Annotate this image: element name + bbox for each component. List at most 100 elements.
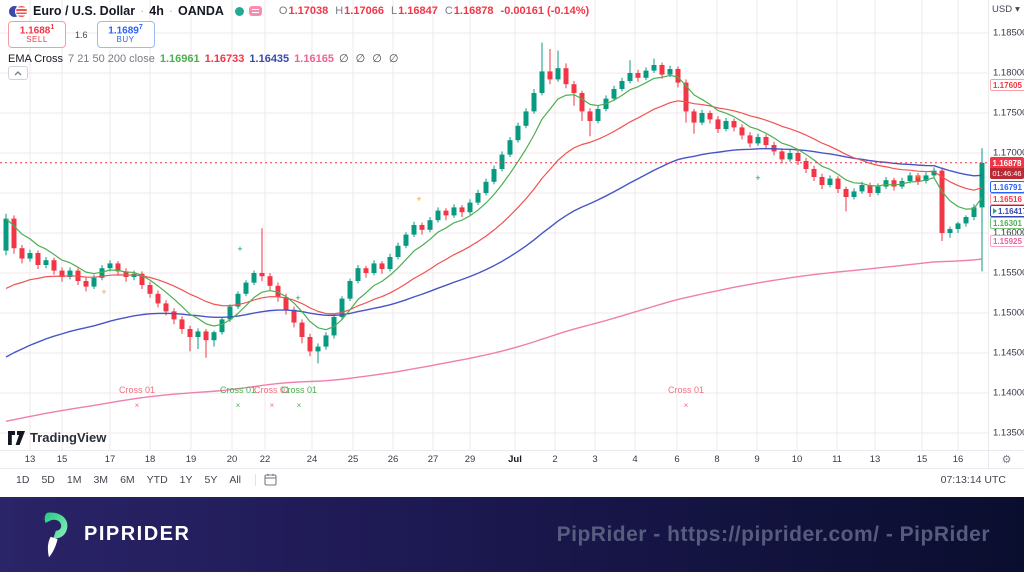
candle-body [571, 84, 577, 93]
cross-event-label: Cross 01 [119, 385, 155, 395]
exchange-label[interactable]: OANDA [178, 4, 224, 18]
time-tick-label: 24 [306, 454, 318, 465]
candle-body [475, 193, 481, 203]
candle-body [643, 70, 649, 78]
cross-event-label: Cross 01 [220, 385, 256, 395]
candle-body [915, 175, 921, 181]
banner-tagline: PipRider - https://piprider.com/ - PipRi… [556, 522, 990, 546]
time-tick-label: 18 [144, 454, 156, 465]
candle-body [499, 154, 505, 169]
candle-body [275, 285, 281, 297]
axis-settings-corner[interactable]: ⚙ [988, 450, 1024, 468]
ema-cross-plus-marker: + [237, 244, 242, 254]
candle-body [747, 135, 753, 144]
range-button-6m[interactable]: 6M [120, 473, 135, 486]
currency-selector[interactable]: USD ▾ [992, 4, 1020, 15]
indicator-name: EMA Cross [8, 52, 64, 65]
candle-body [123, 271, 129, 277]
candle-body [963, 217, 969, 224]
candle-body [523, 111, 529, 126]
session-clock[interactable]: 07:13:14 UTC [940, 473, 1006, 486]
candle-body [723, 121, 729, 129]
candle-body [83, 281, 89, 287]
cross-event-x-marker: × [236, 401, 241, 410]
candle-body [395, 245, 401, 257]
indicator-extra-values: ∅ ∅ ∅ ∅ [338, 53, 401, 65]
symbol-name[interactable]: Euro / U.S. Dollar [33, 4, 136, 18]
candle-body [787, 153, 793, 160]
candle-body [347, 281, 353, 299]
price-tick-label: 1.16000 [993, 227, 1024, 239]
candle-body [355, 268, 361, 281]
range-button-5y[interactable]: 5Y [204, 473, 218, 486]
price-level-label: 1.16791 [990, 181, 1024, 193]
range-button-ytd[interactable]: YTD [146, 473, 168, 486]
candle-body [371, 263, 377, 273]
candle-body [627, 73, 633, 81]
range-button-all[interactable]: All [229, 473, 242, 486]
candle-body [587, 111, 593, 121]
candle-body [675, 69, 681, 83]
tradingview-attribution[interactable]: TradingView [8, 430, 106, 445]
candle-body [427, 220, 433, 230]
candle-body [875, 186, 881, 193]
time-axis[interactable]: 13 15 17 18 19 20 22 24 25 26 27 29 Jul 2 3 4 6 8 9 10 11 13 1… [0, 450, 988, 468]
candlestick-chart[interactable]: + + + + + + Cross 01 × Cross 01 × Cross 01 × Cross 0… [0, 0, 988, 450]
sell-button[interactable]: 1.16881 SELL [8, 21, 66, 48]
cross-event-x-marker: × [684, 401, 689, 410]
go-to-date-button[interactable] [264, 473, 277, 486]
candle-body [667, 69, 673, 75]
candle-body [811, 169, 817, 177]
candle-body [267, 276, 273, 286]
separator: · [140, 4, 145, 18]
time-tick-label: 13 [24, 454, 36, 465]
cross-event-label: Cross 01 [281, 385, 317, 395]
indicator-legend[interactable]: EMA Cross 7 21 50 200 close 1.16961 1.16… [8, 52, 401, 66]
candle-body [291, 309, 297, 323]
market-status-dot-icon [234, 6, 244, 16]
time-tick-label: 15 [56, 454, 68, 465]
time-tick-label: 13 [869, 454, 881, 465]
candle-body [387, 257, 393, 269]
candle-body [251, 273, 257, 283]
ema50-value: 1.16435 [249, 52, 290, 65]
buy-button[interactable]: 1.16897 BUY [96, 21, 155, 48]
range-button-1m[interactable]: 1M [66, 473, 82, 486]
candle-body [363, 268, 369, 273]
candle-body [179, 319, 185, 329]
time-tick-label: Jul [508, 454, 522, 465]
collapse-legend-button[interactable] [8, 66, 28, 80]
time-tick-label: 4 [632, 454, 638, 465]
range-button-1d[interactable]: 1D [16, 473, 30, 486]
spread-value: 1.6 [75, 29, 88, 40]
range-button-5d[interactable]: 5D [41, 473, 55, 486]
price-level-label: 1.16417 [990, 205, 1024, 217]
ohlc-readout: O1.17038 H1.17066 L1.16847 C1.16878 -0.0… [278, 5, 590, 17]
candle-body [403, 234, 409, 246]
range-button-1y[interactable]: 1Y [179, 473, 193, 486]
candle-body [971, 207, 977, 217]
piprider-logo-icon [44, 511, 68, 557]
range-button-3m[interactable]: 3M [93, 473, 109, 486]
gear-icon[interactable]: ⚙ [1001, 454, 1012, 466]
time-tick-label: 19 [185, 454, 197, 465]
price-level-label: 1.16516 [990, 193, 1024, 205]
time-tick-label: 9 [754, 454, 760, 465]
ema-50-line [5, 147, 983, 358]
tradingview-logo-icon [8, 430, 25, 445]
candle-body [3, 218, 9, 251]
bottom-toolbar: 1D 5D 1M 3M 6M YTD 1Y 5Y All 07:13:14 UT… [0, 468, 1024, 490]
price-level-label: 1.17605 [990, 79, 1024, 91]
price-axis[interactable]: USD ▾ 1.18500 1.18000 1.17500 1.17000 1.16000… [988, 0, 1024, 450]
candle-body [139, 273, 145, 285]
time-tick-label: 2 [552, 454, 558, 465]
ema7-value: 1.16961 [159, 52, 200, 65]
candle-body [307, 337, 313, 352]
chart-area[interactable]: + + + + + + Cross 01 × Cross 01 × Cross 01 × Cross 0… [0, 0, 988, 450]
candle-body [67, 270, 73, 277]
symbol-header[interactable]: Euro / U.S. Dollar · 4h · OANDA O1.17038… [8, 4, 589, 18]
time-tick-label: 26 [387, 454, 399, 465]
timeframe-label[interactable]: 4h [149, 4, 164, 18]
time-tick-label: 22 [259, 454, 271, 465]
